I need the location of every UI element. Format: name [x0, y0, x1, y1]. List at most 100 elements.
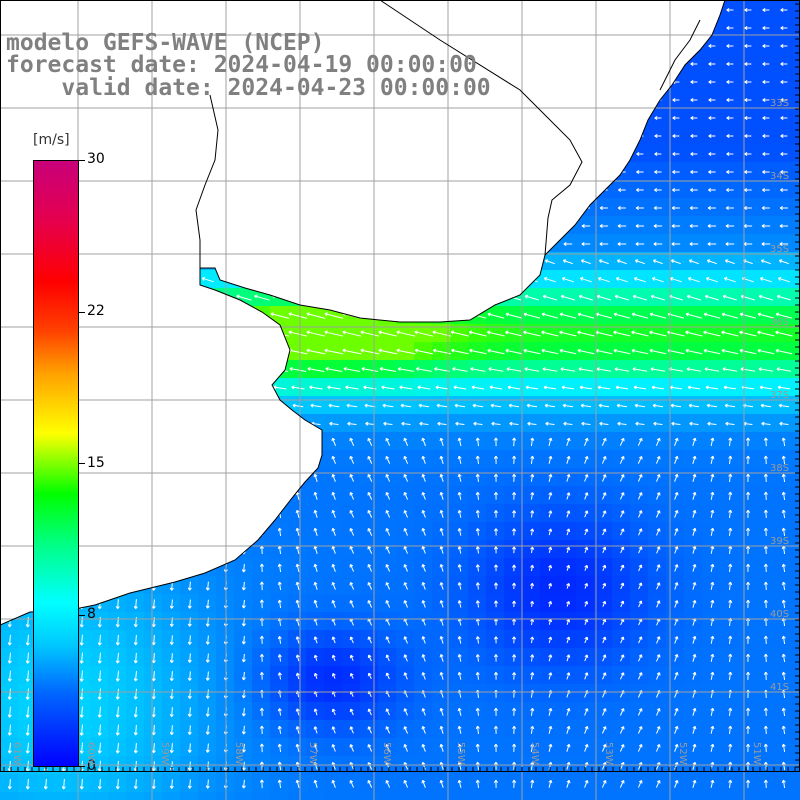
speed-cell [72, 126, 91, 145]
speed-cell [684, 522, 703, 541]
speed-cell [270, 666, 289, 685]
wind-arrow [637, 455, 643, 464]
wind-arrow [169, 545, 174, 555]
speed-cell [702, 414, 721, 433]
speed-cell [756, 558, 775, 577]
speed-cell [126, 216, 145, 235]
speed-cell [738, 612, 757, 631]
wind-arrow [151, 581, 156, 591]
speed-cell [90, 396, 109, 415]
title-model: modelo GEFS-WAVE (NCEP) [6, 30, 325, 56]
wind-arrow [348, 43, 356, 49]
speed-cell [558, 216, 577, 235]
wind-arrow [692, 779, 697, 788]
speed-cell [648, 144, 667, 163]
colorbar-tick-label: 8 [87, 606, 96, 622]
wind-arrow [439, 455, 444, 464]
wind-arrow [132, 133, 140, 139]
speed-cell [306, 162, 325, 181]
speed-cell [306, 306, 325, 325]
wind-arrow [618, 187, 626, 193]
speed-cell [558, 702, 577, 721]
wind-arrow [367, 455, 373, 464]
wind-arrow [239, 421, 249, 426]
speed-cell [576, 468, 595, 487]
speed-cell [738, 774, 757, 793]
speed-cell [108, 144, 127, 163]
speed-cell [504, 648, 523, 667]
wind-arrow [763, 653, 768, 662]
wind-arrow [132, 169, 140, 175]
speed-cell [270, 0, 289, 19]
speed-cell [576, 234, 595, 253]
speed-cell [144, 306, 163, 325]
speed-cell [90, 684, 109, 703]
speed-cell [0, 630, 19, 649]
wind-arrow [456, 115, 464, 121]
wind-arrow [277, 725, 282, 734]
speed-cell [666, 648, 685, 667]
wind-arrow [7, 491, 12, 501]
wind-arrow [546, 187, 554, 193]
speed-cell [324, 0, 343, 19]
speed-cell [450, 738, 469, 757]
wind-arrow [761, 241, 771, 247]
wind-arrow [25, 634, 30, 646]
wind-arrow [25, 491, 30, 501]
wind-arrow [25, 670, 30, 682]
wind-arrow [115, 473, 120, 483]
speed-cell [0, 108, 19, 127]
speed-cell [108, 252, 127, 271]
wind-arrow [329, 205, 338, 211]
wind-arrow [275, 241, 285, 247]
speed-cell [684, 504, 703, 523]
speed-cell [630, 540, 649, 559]
wind-arrow [710, 725, 715, 734]
speed-cell [774, 504, 793, 523]
wind-arrow [672, 133, 680, 139]
speed-cell [360, 18, 379, 37]
wind-arrow [475, 582, 480, 590]
wind-arrow [205, 509, 210, 519]
speed-cell [720, 90, 739, 109]
wind-arrow [382, 403, 394, 408]
speed-cell [36, 0, 55, 19]
wind-arrow [421, 455, 426, 464]
wind-arrow [469, 348, 487, 355]
wind-arrow [97, 509, 102, 519]
speed-cell [504, 630, 523, 649]
speed-cell [756, 576, 775, 595]
wind-arrow [690, 187, 698, 193]
speed-cell [234, 666, 253, 685]
speed-cell [126, 540, 145, 559]
speed-cell [576, 36, 595, 55]
wind-arrow [674, 672, 679, 680]
speed-cell [504, 90, 523, 109]
wind-arrow [365, 205, 374, 211]
speed-cell [738, 522, 757, 541]
speed-cell [702, 234, 721, 253]
speed-cell [216, 720, 235, 739]
wind-arrow [162, 330, 181, 337]
speed-cell [540, 288, 559, 307]
wind-arrow [133, 581, 138, 591]
speed-cell [648, 0, 667, 19]
wind-arrow [313, 563, 318, 572]
wind-arrow [133, 724, 138, 736]
wind-arrow [310, 403, 322, 408]
speed-cell [720, 180, 739, 199]
wind-arrow [453, 276, 466, 283]
wind-arrow [95, 223, 105, 229]
wind-arrow [234, 348, 254, 355]
speed-cell [396, 288, 415, 307]
speed-cell [324, 378, 343, 397]
wind-arrow [185, 205, 194, 211]
speed-cell [612, 18, 631, 37]
speed-cell [126, 396, 145, 415]
speed-cell [288, 774, 307, 793]
speed-cell [198, 342, 217, 361]
wind-arrow [653, 421, 663, 426]
wind-arrow [488, 367, 504, 372]
speed-cell [234, 0, 253, 19]
speed-cell [288, 630, 307, 649]
